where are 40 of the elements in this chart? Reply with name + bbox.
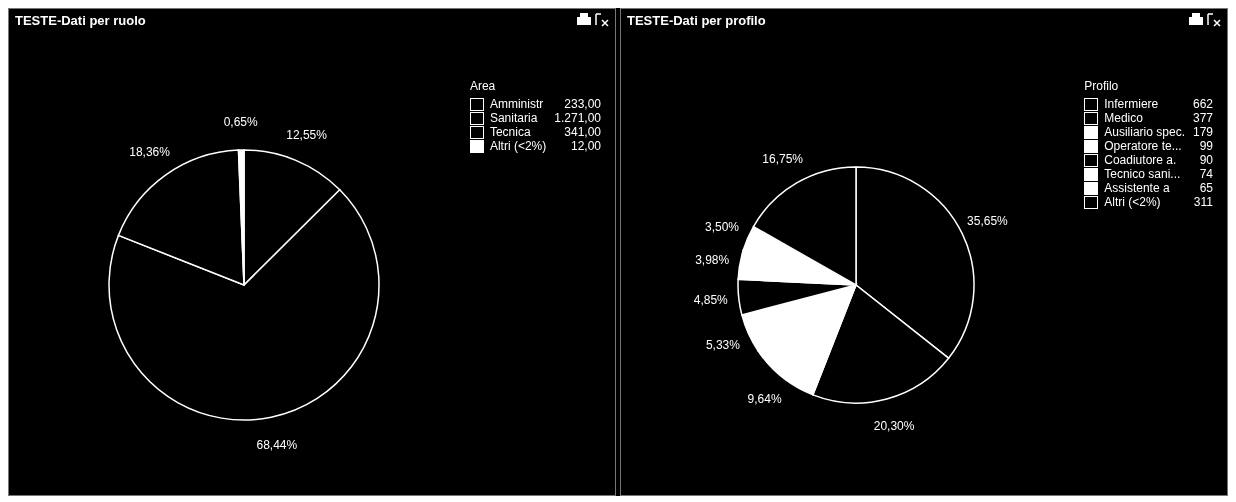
text: 233,00 (563, 97, 601, 111)
text: 662 (1192, 97, 1213, 111)
text: 341,00 (563, 125, 601, 139)
data-label: 18,36% (129, 145, 171, 160)
text: 179 (1192, 125, 1213, 139)
text: 99 (1198, 139, 1213, 153)
data-label: 9,64% (747, 391, 782, 406)
data-label: 4,85% (693, 293, 729, 308)
data-label: 3,50% (704, 220, 740, 235)
legend-label: Medico (1104, 111, 1144, 125)
legend-label: Amministr (489, 97, 545, 111)
legend-label: Infermiere (1104, 97, 1160, 111)
data-label: 16,75% (762, 151, 804, 166)
data-label: 20,30% (873, 418, 915, 433)
data-label: 68,44% (256, 437, 298, 452)
legend-label: Tecnico sani... (1104, 167, 1182, 181)
text: 1.271,00 (554, 111, 601, 125)
legend-title: Profilo (1084, 79, 1120, 93)
legend-label: Ausiliario spec. (1104, 125, 1186, 139)
data-label: 12,55% (286, 127, 328, 142)
legend-label: Tecnica (489, 125, 532, 139)
data-label: 3,98% (695, 252, 730, 267)
text: 377 (1192, 111, 1213, 125)
text: 65 (1198, 181, 1213, 195)
legend-label: Operatore te... (1104, 139, 1183, 153)
data-label: 0,65% (223, 115, 259, 130)
data-label: 35,65% (967, 214, 1009, 229)
text: 74 (1198, 167, 1213, 181)
legend-label: Sanitaria (489, 111, 539, 125)
legend-label: Assistente a (1104, 181, 1171, 195)
legend-label: Altri (<2%) (489, 139, 548, 153)
legend-label: Coadiutore a. (1104, 153, 1178, 167)
text: 12,00 (569, 139, 601, 153)
chart-title: TESTE-Dati per profilo (626, 12, 767, 30)
legend-label: Altri (<2%) (1104, 195, 1162, 209)
data-label: 5,33% (705, 338, 741, 353)
chart-title: TESTE-Dati per ruolo (14, 12, 147, 30)
text: 311 (1192, 195, 1213, 209)
text: 90 (1198, 153, 1213, 167)
legend-title: Area (469, 79, 497, 93)
